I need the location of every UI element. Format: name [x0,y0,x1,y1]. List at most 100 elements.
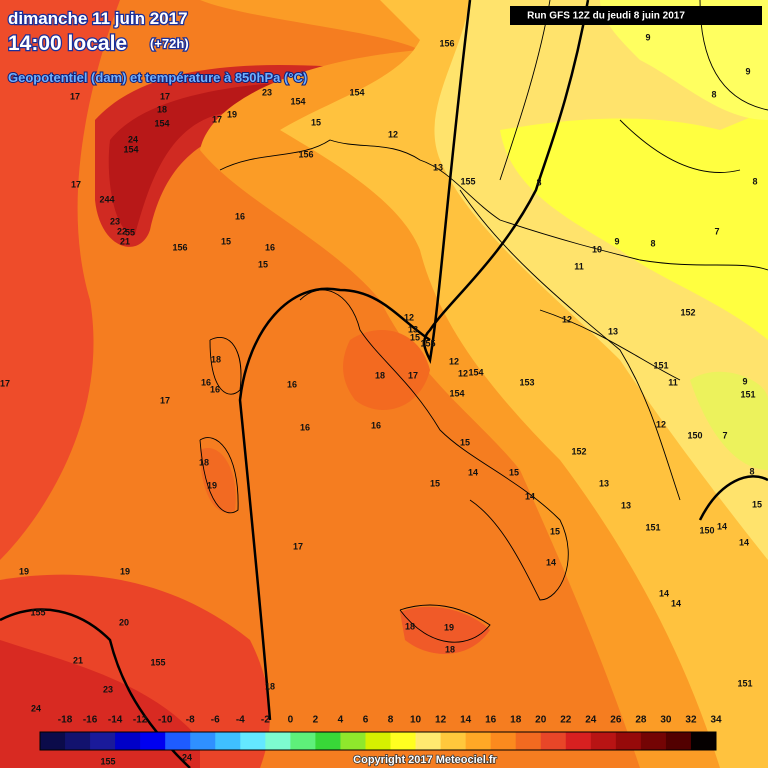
map-label: 18 [375,370,385,380]
map-label: 19 [19,566,29,576]
colorbar-swatch [390,732,417,750]
colorbar-tick-label: -4 [236,715,245,726]
map-label: 153 [519,377,534,387]
map-label: 151 [737,678,752,688]
colorbar-swatch [215,732,241,750]
map-label: 12 [404,312,414,322]
map-label: 16 [265,242,275,252]
field-sardinia [200,448,236,513]
colorbar-tick-label: 22 [560,715,572,726]
map-label: 154 [349,87,364,97]
map-label: 17 [293,541,303,551]
map-label: 151 [645,522,660,532]
map-label: 16 [235,211,245,221]
map-label: 151 [653,360,668,370]
map-label: 151 [740,389,755,399]
colorbar-tick-label: -14 [108,715,123,726]
colorbar-swatch [315,732,341,750]
map-label: 15 [550,526,560,536]
colorbar-swatch [115,732,141,750]
colorbar-swatch [490,732,517,750]
map-labels: 17 17182415415417244232255211561516161517… [0,32,762,766]
map-label: 22 [117,226,127,236]
map-label: 9 [645,32,650,42]
colorbar-tick-label: 16 [485,715,497,726]
colorbar: -18 -16 -14 -12 -10 -8 -6 -4 -2 0 2 4 6 8 10 12 14 16 18 20… [39,715,722,751]
map-label: 15 [752,499,762,509]
map-label: 21 [73,655,83,665]
map-label: 19 [120,566,130,576]
map-label: 23 [103,684,113,694]
map-label: 155 [100,756,115,766]
colorbar-tick-label: -10 [158,715,173,726]
map-label: 19 [444,622,454,632]
colorbar-swatch [290,732,316,750]
colorbar-swatch [140,732,166,750]
map-label: 16 [210,384,220,394]
map-label: 15 [430,478,440,488]
borders [199,0,768,643]
colorbar-frame [39,731,717,751]
map-label: 8 [536,177,541,187]
map-label: 18 [157,104,167,114]
map-label: 14 [671,598,681,608]
colorbar-tick-label: 32 [685,715,697,726]
map-label: 17 [408,370,418,380]
map-label: 8 [749,466,754,476]
map-label: 15 [311,117,321,127]
title: dimanche 11 juin 2017 [8,9,188,28]
colorbar-swatch [340,732,366,750]
map-label: 16 [201,377,211,387]
map-label: 19 [207,480,217,490]
map-label: 13 [599,478,609,488]
map-label: 12 [388,129,398,139]
colorbar-tick-label: 20 [535,715,547,726]
colorbar-tick-label: -12 [133,715,148,726]
map-label: 154 [449,388,464,398]
colorbar-swatch [165,732,191,750]
colorbar-tick-label: 18 [510,715,522,726]
field-warm-west [0,0,120,560]
colorbar-tick-label: 10 [410,715,422,726]
colorbar-tick-label: -2 [261,715,270,726]
run-box [510,6,762,25]
map-label: 154 [468,367,483,377]
colorbar-swatch [40,732,66,750]
map-label: 156 [298,149,313,159]
map-label: 156 [172,242,187,252]
colorbar-swatch [465,732,492,750]
map-label: 16 [300,422,310,432]
map-label: 9 [745,66,750,76]
map-label: 8 [650,238,655,248]
map-label: 15 [410,332,420,342]
map-label: 13 [433,162,443,172]
colorbar-swatch [415,732,442,750]
map-label: 9 [742,376,747,386]
colorbar-tick-label: 6 [363,715,369,726]
map-label: 12 [562,314,572,324]
map-label: 24 [128,134,138,144]
map-label: 18 [445,644,455,654]
colorbar-tick-label: 30 [660,715,672,726]
map-label: 14 [525,491,535,501]
colorbar-tick-label: -18 [58,715,73,726]
map-label: 24 [182,752,192,762]
map-label: 13 [408,324,418,334]
map-label: 17 [71,179,81,189]
map-label: 14 [739,537,749,547]
map-label: 155 [30,607,45,617]
offset: (+72h) [150,36,189,51]
map-label: 150 [687,430,702,440]
colorbar-swatch [240,732,266,750]
map-label: 18 [211,354,221,364]
map-label: 12 [458,368,468,378]
colorbar-swatch [65,732,91,750]
map-label: 13 [608,326,618,336]
map-label: 155 [460,176,475,186]
map-label: 11 [574,261,584,271]
field-alps-core [108,80,361,235]
colorbar-swatch [515,732,542,750]
